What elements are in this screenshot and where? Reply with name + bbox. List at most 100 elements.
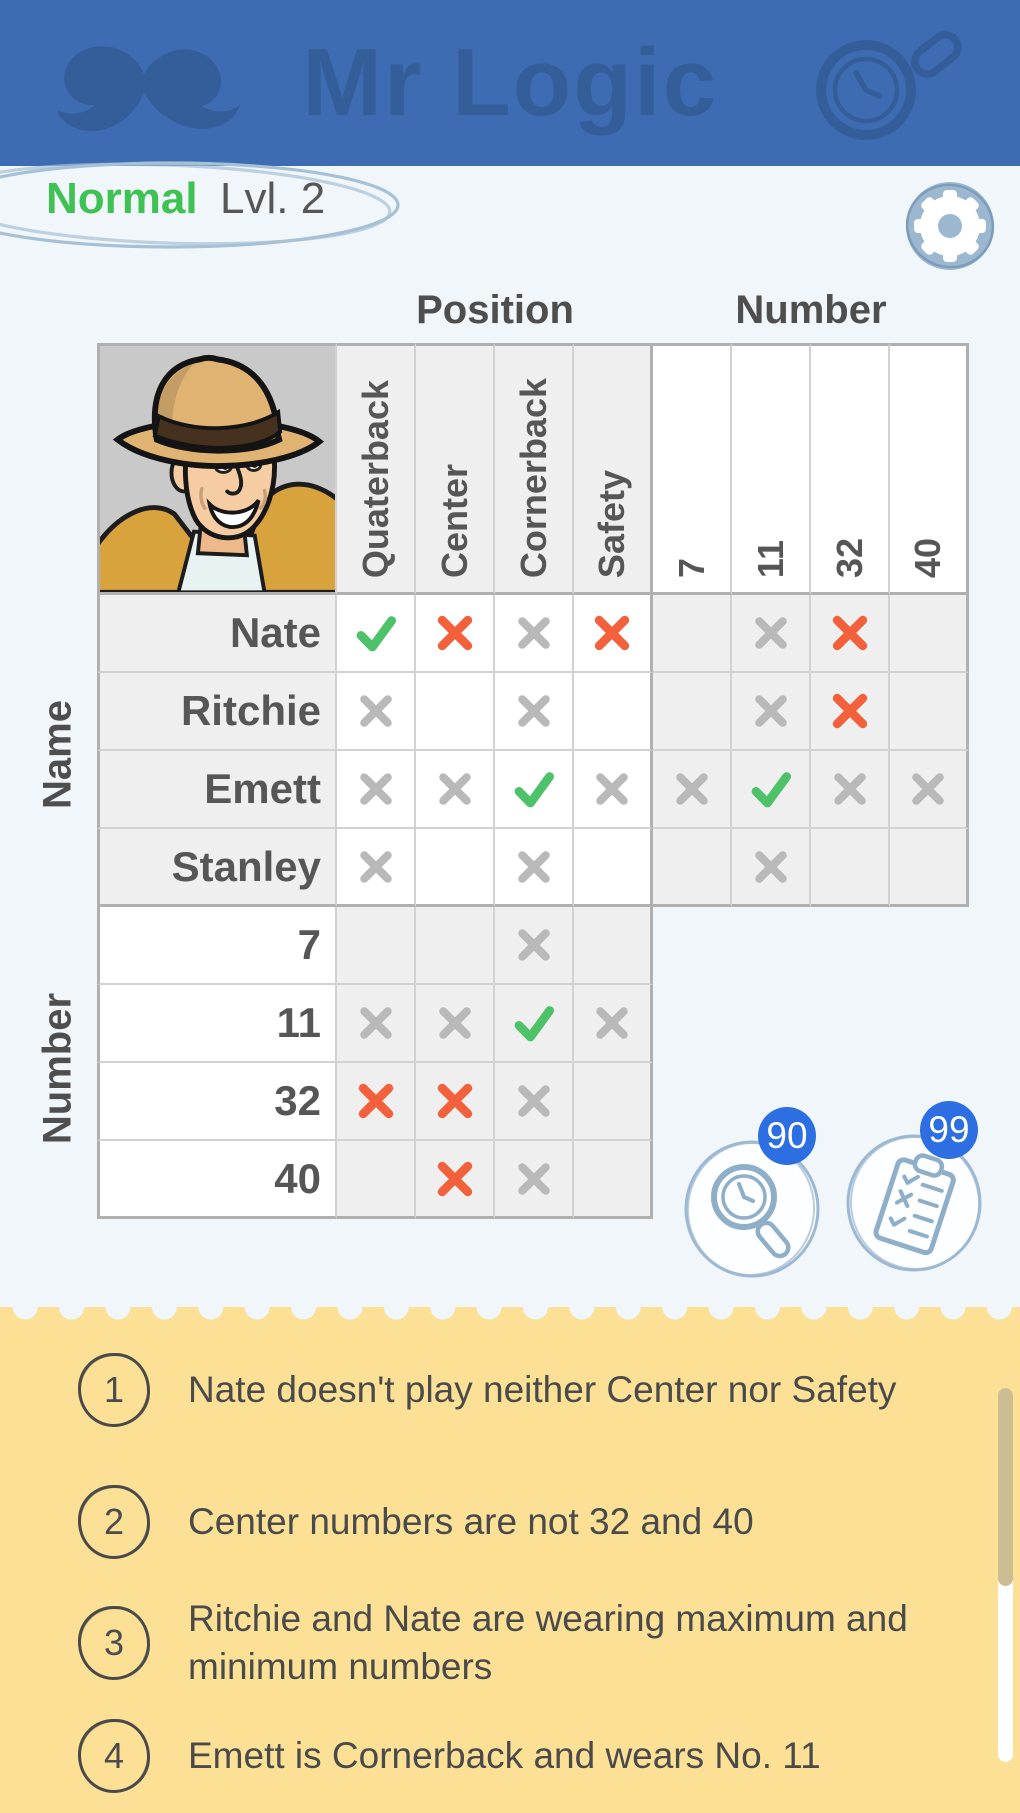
cell-Stanley-11[interactable]	[732, 829, 811, 907]
cell-Stanley-7[interactable]	[653, 829, 732, 907]
cell-Stanley-Cornerback[interactable]	[495, 829, 574, 907]
empty-area	[811, 1063, 890, 1141]
hints-scrollbar-thumb[interactable]	[998, 1388, 1013, 1586]
cell-32-Quaterback[interactable]	[337, 1063, 416, 1141]
cell-40-Safety[interactable]	[574, 1141, 653, 1219]
hint-item-3: 3 Ritchie and Nate are wearing maximum a…	[0, 1595, 1020, 1691]
cell-7-Quaterback[interactable]	[337, 907, 416, 985]
cell-Stanley-32[interactable]	[811, 829, 890, 907]
cell-7-Center[interactable]	[416, 907, 495, 985]
empty-area	[653, 1063, 732, 1141]
row-label-40: 40	[97, 1141, 337, 1219]
cross-icon	[437, 615, 472, 651]
column-header-7: 7	[653, 343, 732, 595]
hint-number-badge: 2	[78, 1485, 150, 1559]
cell-Ritchie-Quaterback[interactable]	[337, 673, 416, 751]
cell-40-Center[interactable]	[416, 1141, 495, 1219]
hint-text: Center numbers are not 32 and 40	[188, 1500, 754, 1542]
hint-number-badge: 4	[78, 1719, 150, 1794]
cell-Emett-Quaterback[interactable]	[337, 751, 416, 829]
cell-Emett-32[interactable]	[811, 751, 890, 829]
cross-icon	[359, 1007, 392, 1039]
check-icon	[751, 772, 791, 808]
hint-text: Nate doesn't play neither Center nor Saf…	[188, 1368, 897, 1410]
cell-11-Quaterback[interactable]	[337, 985, 416, 1063]
cell-Ritchie-7[interactable]	[653, 673, 732, 751]
logic-grid: Quaterback Center Cornerback Safety 7 11 32 40 N…	[97, 343, 969, 1219]
cell-Ritchie-40[interactable]	[890, 673, 969, 751]
cell-32-Cornerback[interactable]	[495, 1063, 574, 1141]
cell-Ritchie-Safety[interactable]	[574, 673, 653, 751]
hint-item-4: 4 Emett is Cornerback and wears No. 11	[0, 1719, 1020, 1794]
empty-area	[653, 907, 732, 985]
cell-11-Safety[interactable]	[574, 985, 653, 1063]
hint-button[interactable]: 90	[682, 1107, 822, 1279]
cell-Nate-Cornerback[interactable]	[495, 595, 574, 673]
hint-item-2: 2 Center numbers are not 32 and 40	[0, 1485, 1020, 1559]
cell-Emett-11[interactable]	[732, 751, 811, 829]
cross-icon	[596, 773, 628, 805]
level-number-label: Lvl. 2	[220, 174, 326, 223]
position-group-header: Position	[416, 288, 574, 332]
cell-Emett-7[interactable]	[653, 751, 732, 829]
cell-Ritchie-11[interactable]	[732, 673, 811, 751]
cell-Stanley-Center[interactable]	[416, 829, 495, 907]
cell-11-Cornerback[interactable]	[495, 985, 574, 1063]
cell-Stanley-Quaterback[interactable]	[337, 829, 416, 907]
cell-11-Center[interactable]	[416, 985, 495, 1063]
number-side-label: Number	[35, 992, 80, 1145]
row-label-Stanley: Stanley	[97, 829, 337, 907]
cross-icon	[359, 850, 392, 883]
check-icon	[514, 1006, 554, 1042]
empty-area	[890, 907, 969, 985]
cross-icon	[675, 773, 708, 805]
cross-icon	[754, 617, 787, 649]
cell-Nate-Center[interactable]	[416, 595, 495, 673]
check-solution-button[interactable]: 99	[844, 1101, 984, 1273]
column-header-11: 11	[732, 343, 811, 595]
cross-icon	[438, 1007, 471, 1039]
cell-Emett-40[interactable]	[890, 751, 969, 829]
cross-icon	[517, 1085, 550, 1117]
cell-32-Center[interactable]	[416, 1063, 495, 1141]
cell-Nate-40[interactable]	[890, 595, 969, 673]
gear-icon	[905, 183, 995, 269]
cell-7-Cornerback[interactable]	[495, 907, 574, 985]
cell-40-Quaterback[interactable]	[337, 1141, 416, 1219]
row-label-7: 7	[97, 907, 337, 985]
cross-icon	[517, 850, 550, 883]
cell-40-Cornerback[interactable]	[495, 1141, 574, 1219]
cell-Emett-Safety[interactable]	[574, 751, 653, 829]
hints-panel: 1 Nate doesn't play neither Center nor S…	[0, 1307, 1020, 1813]
empty-area	[732, 907, 811, 985]
hint-item-1: 1 Nate doesn't play neither Center nor S…	[0, 1353, 1020, 1427]
cell-Nate-Quaterback[interactable]	[337, 595, 416, 673]
settings-button[interactable]	[905, 182, 995, 270]
cross-icon	[754, 850, 787, 883]
level-indicator: Normal Lvl. 2	[0, 150, 430, 260]
cell-Emett-Center[interactable]	[416, 751, 495, 829]
row-label-Ritchie: Ritchie	[97, 673, 337, 751]
cell-Stanley-40[interactable]	[890, 829, 969, 907]
cross-icon	[517, 617, 550, 649]
column-header-32: 32	[811, 343, 890, 595]
cross-icon	[517, 1162, 550, 1195]
cell-Nate-Safety[interactable]	[574, 595, 653, 673]
empty-area	[732, 985, 811, 1063]
cell-Stanley-Safety[interactable]	[574, 829, 653, 907]
cell-Ritchie-Center[interactable]	[416, 673, 495, 751]
magnifier-clock-header-icon	[802, 20, 980, 151]
cell-7-Safety[interactable]	[574, 907, 653, 985]
cross-icon	[833, 773, 866, 805]
cell-Emett-Cornerback[interactable]	[495, 751, 574, 829]
cell-32-Safety[interactable]	[574, 1063, 653, 1141]
cell-Nate-11[interactable]	[732, 595, 811, 673]
row-label-Emett: Emett	[97, 751, 337, 829]
cell-Ritchie-Cornerback[interactable]	[495, 673, 574, 751]
column-header-Quaterback: Quaterback	[337, 343, 416, 595]
cell-Nate-32[interactable]	[811, 595, 890, 673]
column-header-Safety: Safety	[574, 343, 653, 595]
cell-Nate-7[interactable]	[653, 595, 732, 673]
solution-count-badge: 99	[920, 1101, 978, 1159]
cell-Ritchie-32[interactable]	[811, 673, 890, 751]
